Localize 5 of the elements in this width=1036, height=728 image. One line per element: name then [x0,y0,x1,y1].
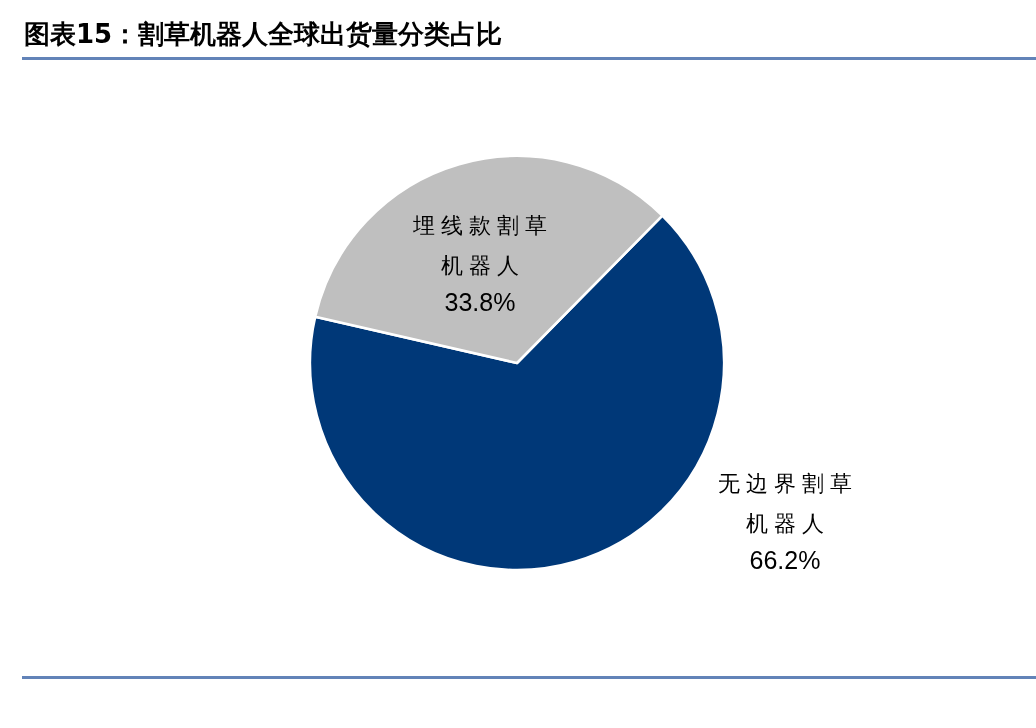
data-label: 66.2% [748,545,822,576]
chart-title: 图表15：割草机器人全球出货量分类占比 [24,18,503,51]
slice-label: 无边界割草机器人 [717,470,859,538]
slice-label: 埋线款割草机器人 [412,212,554,280]
data-label: 33.8% [443,287,517,318]
